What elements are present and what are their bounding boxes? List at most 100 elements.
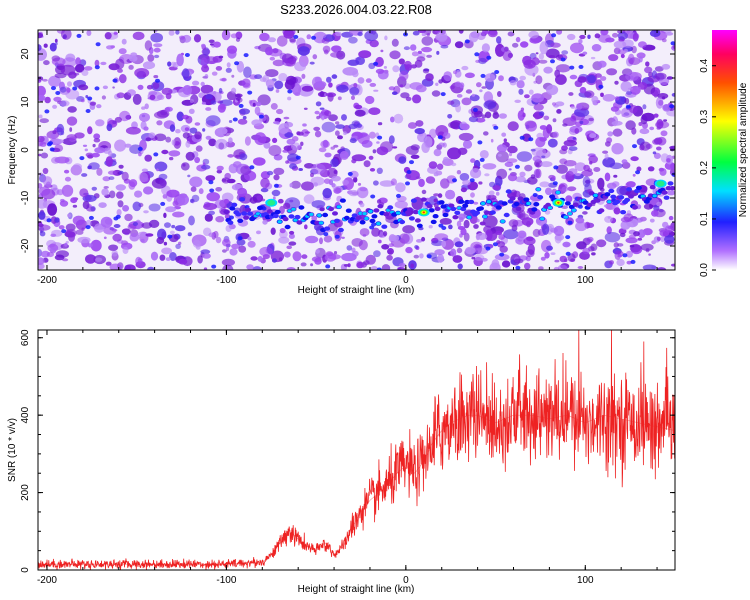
noise-blob (495, 43, 505, 57)
noise-blob (216, 127, 228, 135)
noise-blob (636, 52, 646, 59)
noise-blob (198, 188, 204, 195)
noise-blob (42, 167, 49, 175)
noise-blob (55, 250, 69, 258)
ridge-blob (294, 214, 301, 220)
noise-blob (249, 196, 258, 204)
noise-blob (85, 109, 91, 113)
noise-blob (168, 30, 175, 36)
noise-blob (221, 177, 231, 184)
ridge-blob (438, 200, 445, 205)
noise-blob (80, 98, 85, 103)
ridge-blob (369, 218, 376, 224)
noise-blob (166, 189, 180, 198)
noise-blob (273, 183, 279, 188)
ridge-highlight (309, 212, 314, 216)
y-tick-label: -20 (20, 238, 31, 253)
noise-blob (235, 93, 241, 101)
noise-blob (412, 30, 420, 36)
noise-blob (330, 146, 335, 150)
noise-blob (287, 89, 293, 94)
noise-blob (371, 227, 381, 237)
noise-blob (273, 121, 280, 125)
noise-blob (52, 130, 57, 135)
noise-blob (205, 94, 213, 100)
noise-blob (612, 32, 619, 38)
noise-blob (433, 193, 440, 197)
noise-blob (86, 30, 92, 36)
colorbar-label: Normalized spectral amplitude (738, 82, 749, 217)
noise-blob (632, 173, 636, 177)
ridge-blob (373, 208, 380, 213)
noise-blob (96, 167, 103, 176)
noise-blob (66, 116, 78, 126)
noise-blob (600, 30, 609, 35)
noise-blob (121, 38, 127, 45)
ridge-highlight (563, 215, 569, 219)
noise-blob (527, 176, 538, 185)
noise-blob (484, 73, 496, 82)
ridge-highlight (293, 218, 298, 222)
noise-blob (521, 217, 534, 226)
noise-blob (647, 166, 655, 172)
noise-blob (316, 115, 320, 120)
x-tick-label: -200 (37, 575, 57, 586)
noise-blob (524, 164, 533, 172)
noise-blob (624, 97, 630, 105)
noise-blob (165, 257, 171, 261)
noise-blob (261, 198, 266, 202)
noise-blob (66, 134, 77, 141)
noise-blob (602, 150, 609, 154)
noise-blob (165, 206, 177, 213)
noise-blob (93, 133, 101, 140)
noise-blob (519, 209, 526, 221)
noise-blob (460, 187, 467, 193)
noise-blob (356, 186, 369, 199)
ridge-highlight (364, 216, 369, 221)
ridge-blob (632, 205, 638, 210)
noise-blob (285, 75, 297, 85)
ridge-highlight (277, 220, 282, 224)
noise-blob (240, 165, 252, 175)
noise-blob (441, 240, 447, 248)
x-tick-label: -100 (216, 575, 236, 586)
noise-blob (628, 57, 641, 65)
noise-blob (335, 124, 345, 129)
noise-blob (284, 132, 294, 138)
noise-blob (648, 253, 651, 256)
noise-blob (550, 42, 561, 48)
noise-blob (314, 130, 322, 138)
noise-blob (141, 106, 146, 110)
noise-blob (661, 38, 667, 43)
noise-blob (482, 30, 489, 34)
noise-blob (288, 233, 295, 239)
noise-blob (286, 267, 296, 270)
noise-blob (321, 38, 330, 44)
noise-blob (208, 39, 215, 44)
noise-blob (94, 147, 106, 154)
ridge-highlight (536, 187, 541, 191)
noise-blob (195, 145, 203, 152)
ridge-blob (229, 206, 236, 211)
noise-blob (38, 211, 46, 220)
noise-blob (208, 180, 214, 185)
noise-blob (271, 258, 278, 263)
noise-blob (391, 235, 400, 242)
noise-blob (328, 179, 334, 186)
noise-blob (605, 37, 615, 43)
noise-blob (526, 236, 534, 242)
noise-blob (262, 219, 268, 225)
noise-blob (501, 260, 511, 268)
noise-blob (289, 230, 295, 235)
noise-blob (54, 73, 67, 79)
noise-blob (406, 170, 412, 174)
noise-blob (347, 263, 351, 268)
ridge-blob (620, 210, 627, 215)
noise-blob (405, 181, 410, 186)
noise-blob (606, 68, 618, 76)
noise-blob (568, 146, 578, 152)
snr-series (38, 330, 675, 570)
noise-blob (145, 233, 154, 237)
ridge-highlight (555, 190, 561, 195)
noise-blob (439, 218, 452, 225)
